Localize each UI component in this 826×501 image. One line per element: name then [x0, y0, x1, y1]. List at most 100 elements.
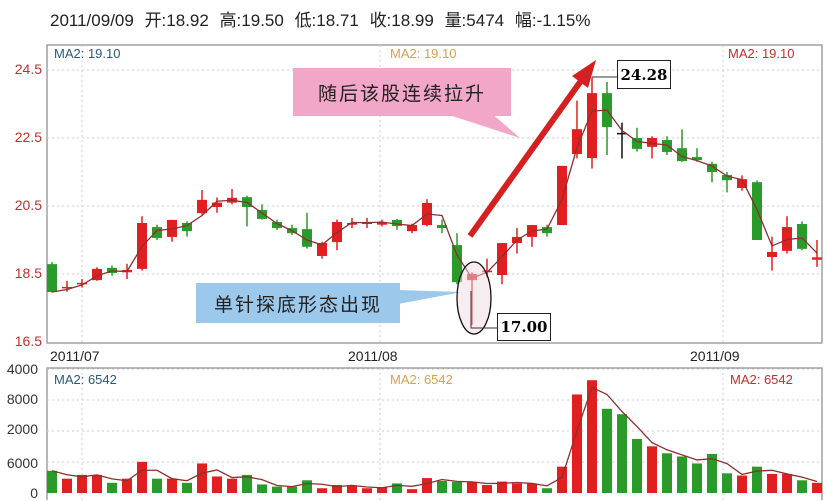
- volume-bar: [767, 473, 777, 493]
- candle-body: [317, 243, 327, 256]
- volume-bar: [812, 482, 822, 493]
- volume-tick: 8000: [6, 391, 38, 407]
- volume-ma-line: [51, 386, 818, 489]
- price-tick: 22.5: [14, 129, 42, 145]
- high-value-box: 24.28: [617, 60, 671, 89]
- volume-bar: [242, 474, 252, 493]
- quote-high: 高:19.50: [219, 11, 284, 30]
- volume-bar: [47, 470, 57, 493]
- candle-body: [377, 221, 387, 225]
- candle-body: [707, 163, 717, 172]
- ma-label-mid: MA2: 19.10: [390, 46, 457, 61]
- volume-tick: 6000: [6, 455, 38, 471]
- low-circle: [456, 261, 492, 335]
- candle-body: [632, 138, 642, 149]
- volume-bar: [662, 453, 672, 493]
- volume-bar: [392, 483, 402, 493]
- date-tick: 2011/08: [348, 348, 398, 364]
- volume-bar: [302, 480, 312, 493]
- candle-body: [692, 157, 702, 161]
- candle-body: [722, 175, 732, 181]
- quote-close: 收:18.99: [369, 11, 434, 30]
- volume-bar: [62, 478, 72, 493]
- volume-bar: [347, 485, 357, 493]
- candle-body: [797, 224, 807, 249]
- rise-callout-pointer: [440, 112, 520, 138]
- quote-date: 2011/09/09: [50, 11, 134, 30]
- candle-body: [77, 282, 87, 285]
- candle-body: [587, 93, 597, 159]
- volume-bar: [737, 475, 747, 493]
- volume-bar: [137, 461, 147, 493]
- candle-body: [272, 221, 282, 229]
- candle-body: [662, 140, 672, 152]
- rise-arrow-head: [572, 60, 596, 88]
- volume-bar: [377, 487, 387, 493]
- volume-bar: [722, 473, 732, 493]
- vol-ma-label-left: MA2: 6542: [54, 372, 117, 387]
- volume-bar: [527, 483, 537, 493]
- volume-bar: [452, 481, 462, 493]
- quote-open: 开:18.92: [144, 11, 209, 30]
- volume-bar: [287, 486, 297, 493]
- volume-bar: [92, 474, 102, 493]
- volume-tick: 0: [30, 485, 38, 501]
- rise-callout: 随后该股连续拉升: [293, 68, 511, 116]
- candle-body: [92, 268, 102, 281]
- candle-body: [62, 286, 72, 289]
- volume-bar: [752, 466, 762, 493]
- volume-bar: [557, 466, 567, 493]
- vol-ma-label-right: MA2: 6542: [730, 372, 793, 387]
- volume-bar: [542, 488, 552, 493]
- volume-bar: [227, 478, 237, 493]
- price-tick: 20.5: [14, 197, 42, 213]
- quote-change: 幅:-1.15%: [514, 11, 591, 30]
- candle-body: [557, 165, 567, 226]
- candle-body: [257, 210, 267, 219]
- volume-bar: [212, 476, 222, 493]
- volume-bar: [257, 484, 267, 493]
- volume-bar: [482, 485, 492, 493]
- volume-bar: [317, 488, 327, 493]
- volume-bar: [647, 446, 657, 493]
- low-value-box: 17.00: [497, 313, 551, 341]
- volume-bar: [362, 488, 372, 493]
- volume-bar: [572, 394, 582, 493]
- candle-body: [152, 227, 162, 238]
- volume-bar: [332, 485, 342, 493]
- candle-body: [572, 129, 582, 154]
- volume-bar: [407, 489, 417, 493]
- volume-panel-frame: [46, 367, 823, 500]
- volume-bar: [797, 480, 807, 493]
- candle-body: [617, 132, 627, 135]
- price-panel-frame: [46, 44, 823, 344]
- volume-bar: [272, 486, 282, 493]
- volume-bar: [512, 483, 522, 493]
- volume-bar: [467, 481, 477, 493]
- candle-body: [497, 243, 507, 276]
- candle-body: [182, 223, 192, 232]
- bottom-callout-pointer: [398, 290, 462, 304]
- low-leader: [470, 291, 497, 329]
- quote-volume: 量:5474: [444, 11, 505, 30]
- price-tick: 24.5: [14, 61, 42, 77]
- volume-bar: [77, 474, 87, 493]
- volume-bar: [422, 478, 432, 493]
- candle-body: [452, 245, 462, 283]
- quote-header: 2011/09/09 开:18.92 高:19.50 低:18.71 收:18.…: [50, 6, 596, 31]
- volume-bar: [692, 463, 702, 493]
- candle-body: [542, 227, 552, 234]
- candle-body: [347, 223, 357, 225]
- volume-bar: [197, 463, 207, 493]
- volume-bar: [437, 480, 447, 493]
- candle-body: [737, 179, 747, 188]
- volume-tick: 4000: [6, 361, 38, 377]
- candle-body: [812, 257, 822, 260]
- date-tick: 2011/09: [690, 348, 740, 364]
- candle-body: [647, 138, 657, 147]
- vol-ma-label-mid: MA2: 6542: [390, 372, 453, 387]
- price-tick: 16.5: [14, 333, 42, 349]
- price-tick: 18.5: [14, 265, 42, 281]
- volume-bar: [167, 478, 177, 493]
